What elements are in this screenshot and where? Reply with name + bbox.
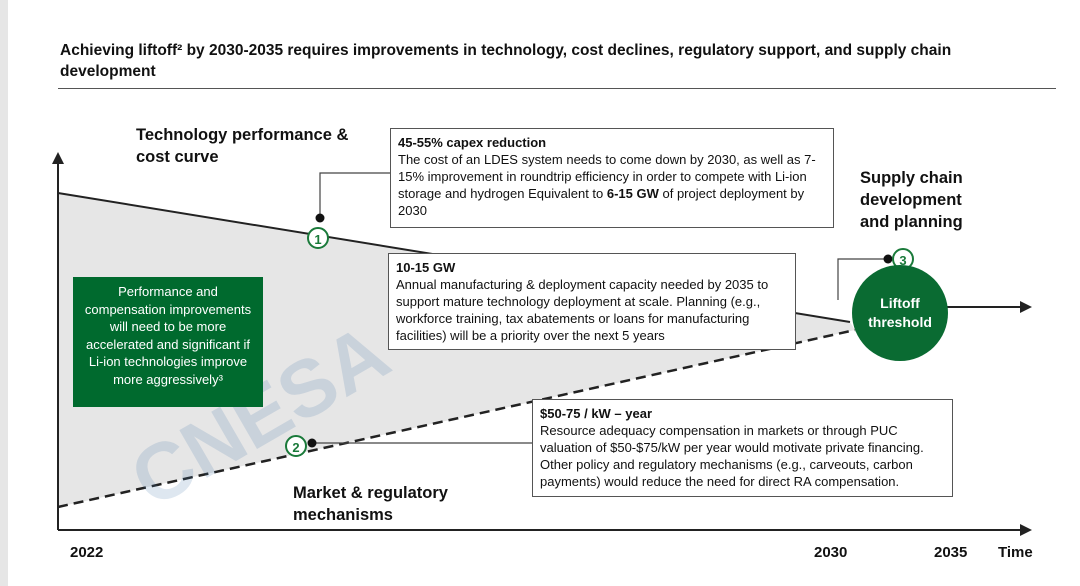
callout-capex-text-end: of project deployment by 2030 — [398, 186, 805, 218]
market-curve — [57, 328, 856, 509]
marker-2: 2 — [285, 435, 307, 457]
callout-ra-text: Resource adequacy compensation in market… — [540, 423, 924, 489]
liftoff-arrow-head — [1020, 301, 1032, 313]
dot-3 — [883, 254, 893, 264]
y-axis-arrow — [52, 152, 64, 164]
marker-3: 3 — [892, 248, 914, 270]
callout-capex: 45-55% capex reduction The cost of an LD… — [390, 128, 834, 228]
green-note: Performance and compensation improvement… — [73, 277, 263, 407]
label-market: Market & regulatory mechanisms — [293, 484, 448, 524]
liftoff-threshold: Liftoff threshold — [852, 265, 948, 361]
left-margin-strip — [0, 0, 8, 586]
tick-2030: 2030 — [814, 544, 848, 561]
title-divider — [58, 88, 1056, 89]
callout-capex-heading: 45-55% capex reduction — [398, 135, 547, 150]
callout-capex-text: The cost of an LDES system needs to come… — [398, 152, 816, 201]
connector-3 — [837, 258, 888, 300]
callout-capacity-text: Annual manufacturing & deployment capaci… — [396, 277, 769, 343]
liftoff-line2: threshold — [868, 314, 932, 330]
page-title: Achieving liftoff² by 2030-2035 requires… — [60, 42, 952, 80]
label-supply-chain: Supply chain development and planning — [860, 169, 963, 231]
dot-1 — [315, 213, 325, 223]
callout-ra: $50-75 / kW – year Resource adequacy com… — [532, 399, 953, 497]
label-tech-curve: Technology performance & cost curve — [136, 126, 349, 166]
tick-2022: 2022 — [70, 544, 104, 561]
callout-capacity-heading: 10-15 GW — [396, 260, 456, 275]
callout-capex-bold: 6-15 GW — [606, 186, 659, 201]
connector-1 — [319, 172, 392, 218]
dot-2 — [307, 438, 317, 448]
callout-ra-heading: $50-75 / kW – year — [540, 406, 653, 421]
gap-area — [58, 193, 855, 507]
marker-1: 1 — [307, 227, 329, 249]
x-axis-label: Time — [998, 544, 1033, 561]
callout-capacity: 10-15 GW Annual manufacturing & deployme… — [388, 253, 796, 350]
liftoff-line1: Liftoff — [880, 295, 920, 311]
x-axis-arrow — [1020, 524, 1032, 536]
tick-2035: 2035 — [934, 544, 968, 561]
